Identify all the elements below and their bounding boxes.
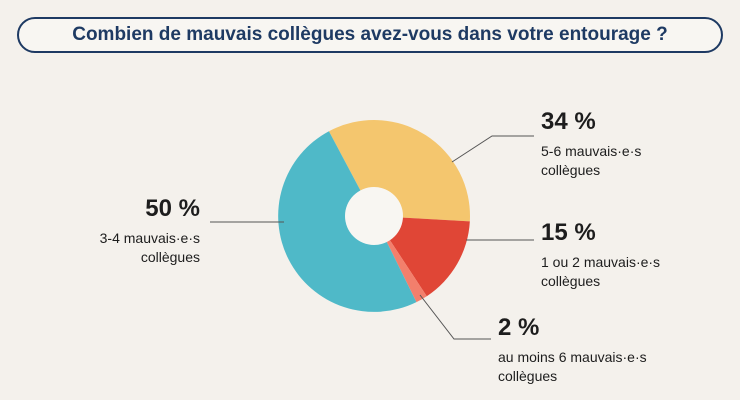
slice-2-desc-line1: au moins 6 mauvais·e·s (498, 349, 647, 365)
title-banner: Combien de mauvais collègues avez-vous d… (17, 17, 723, 53)
label-slice-15: 15 % 1 ou 2 mauvais·e·s collègues (541, 219, 660, 291)
slice-50-pct: 50 % (145, 195, 200, 222)
chart-title: Combien de mauvais collègues avez-vous d… (72, 24, 668, 45)
slice-2-pct: 2 % (498, 314, 540, 341)
label-slice-50: 50 % 3-4 mauvais·e·s collègues (100, 195, 200, 267)
leader-line-34 (451, 135, 534, 163)
label-slice-34: 34 % 5-6 mauvais·e·s collègues (541, 108, 641, 180)
slice-15 (374, 216, 470, 297)
leader-line-2 (419, 294, 491, 340)
slice-2-desc-line2: collègues (498, 368, 558, 384)
slice-50-desc-line2: collègues (140, 249, 200, 265)
slice-15-pct: 15 % (541, 219, 596, 246)
label-slice-2: 2 % au moins 6 mauvais·e·s collègues (498, 314, 647, 386)
slice-34-desc-line2: collègues (541, 162, 601, 178)
donut-hole (345, 187, 403, 245)
slice-34-pct: 34 % (541, 108, 596, 135)
slice-15-desc-line1: 1 ou 2 mauvais·e·s (541, 254, 661, 270)
slice-34-desc-line1: 5-6 mauvais·e·s (541, 143, 642, 159)
slice-50-desc-line1: 3-4 mauvais·e·s (99, 230, 200, 246)
slice-15-desc-line2: collègues (541, 273, 601, 289)
